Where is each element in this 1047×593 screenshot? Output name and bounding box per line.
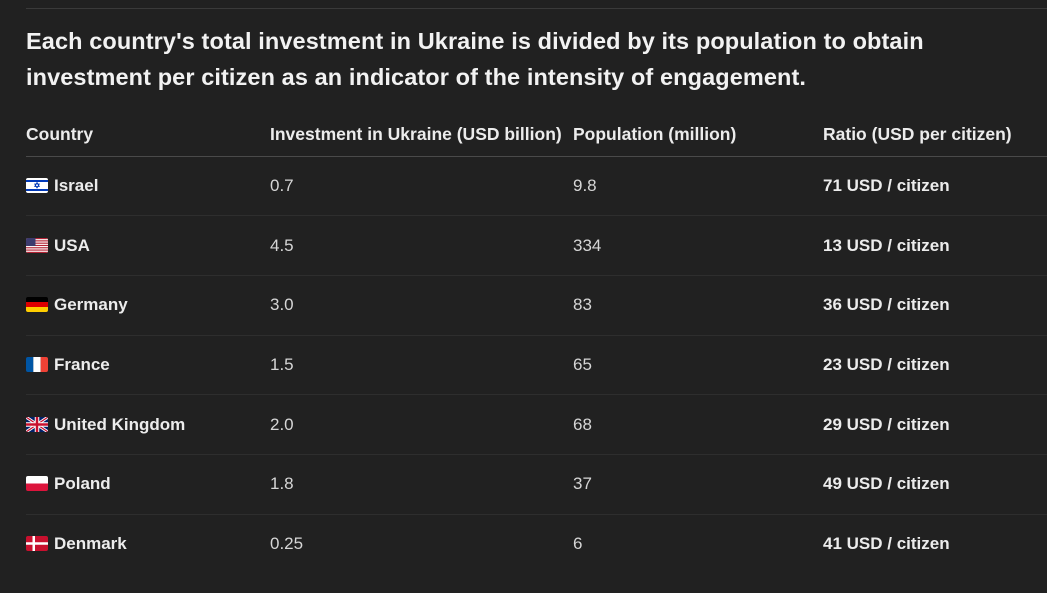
intro-text: Each country's total investment in Ukrai… — [26, 28, 924, 90]
header-ratio: Ratio (USD per citizen) — [823, 110, 1047, 157]
table-header-row: Country Investment in Ukraine (USD billi… — [26, 110, 1047, 157]
ratio-cell: 29 USD / citizen — [823, 394, 1047, 455]
country-cell: Israel — [26, 156, 270, 217]
usa-flag-icon — [26, 237, 48, 253]
investment-cell: 0.25 — [270, 534, 304, 554]
france-flag-icon — [26, 356, 48, 372]
header-investment: Investment in Ukraine (USD billion) — [270, 110, 573, 157]
investment-cell: 3.0 — [270, 275, 573, 336]
table-row: Denmark 0.25 6 41 USD / citizen — [26, 514, 1047, 574]
table-row: Poland 1.8 37 49 USD / citizen — [26, 454, 1047, 515]
population-cell: 334 — [573, 215, 823, 276]
investment-cell: 1.5 — [270, 335, 573, 396]
ratio-cell: 49 USD / citizen — [823, 454, 1047, 515]
top-divider — [26, 8, 1047, 9]
header-population: Population (million) — [573, 110, 823, 157]
country-name: Israel — [54, 175, 99, 195]
table-row: Germany 3.0 83 36 USD / citizen — [26, 275, 1047, 336]
population-cell: 83 — [573, 275, 823, 336]
population-cell: 37 — [573, 454, 823, 515]
table-row: Israel 0.7 9.8 71 USD / citizen — [26, 156, 1047, 217]
ratio-cell: 36 USD / citizen — [823, 275, 1047, 336]
table-row: France 1.5 65 23 USD / citizen — [26, 335, 1047, 396]
investment-cell: 0.7 — [270, 156, 573, 217]
country-cell: Denmark — [26, 514, 270, 574]
population-cell: 6 — [573, 534, 583, 554]
population-cell: 9.8 — [573, 156, 823, 217]
investment-cell: 2.0 — [270, 394, 573, 455]
country-cell: Germany — [26, 275, 270, 336]
ratio-cell: 71 USD / citizen — [823, 156, 1047, 217]
header-country: Country — [26, 110, 270, 157]
population-cell: 68 — [573, 394, 823, 455]
population-cell: 65 — [573, 335, 823, 396]
ratio-cell: 23 USD / citizen — [823, 335, 1047, 396]
country-name: United Kingdom — [54, 414, 186, 434]
country-name: Germany — [54, 295, 128, 315]
denmark-flag-icon — [26, 536, 48, 552]
investment-cell: 4.5 — [270, 215, 573, 276]
ratio-cell: 41 USD / citizen — [823, 534, 950, 554]
investment-table: Country Investment in Ukraine (USD billi… — [26, 110, 1047, 574]
country-cell: USA — [26, 215, 270, 276]
country-cell: United Kingdom — [26, 394, 270, 455]
table-row: United Kingdom 2.0 68 29 USD / citizen — [26, 394, 1047, 455]
table-row: USA 4.5 334 13 USD / citizen — [26, 215, 1047, 276]
country-cell: Poland — [26, 454, 270, 515]
investment-cell: 1.8 — [270, 454, 573, 515]
country-name: Poland — [54, 474, 111, 494]
country-cell: France — [26, 335, 270, 396]
poland-flag-icon — [26, 476, 48, 492]
country-name: Denmark — [54, 534, 127, 554]
israel-flag-icon — [26, 177, 48, 193]
ratio-cell: 13 USD / citizen — [823, 215, 1047, 276]
country-name: France — [54, 354, 110, 374]
germany-flag-icon — [26, 297, 48, 313]
uk-flag-icon — [26, 416, 48, 432]
country-name: USA — [54, 235, 90, 255]
